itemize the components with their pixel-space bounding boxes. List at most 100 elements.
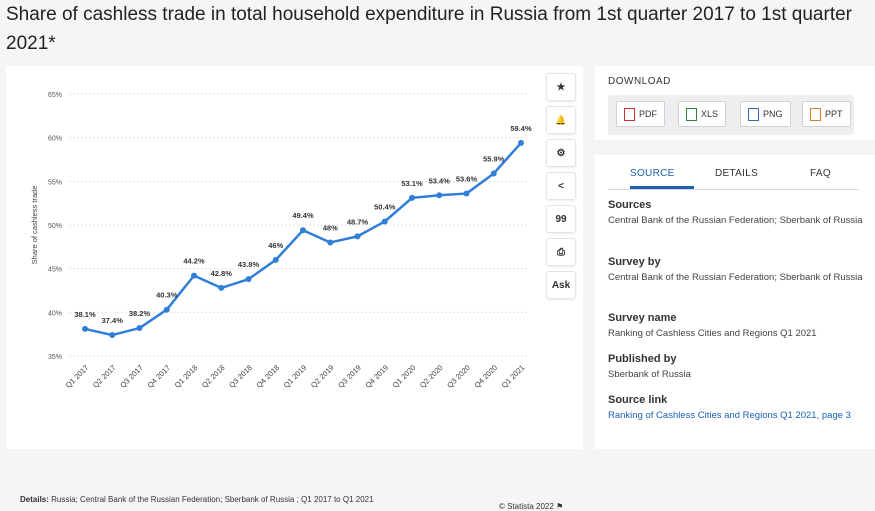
favorite-button[interactable]: ★ [546,73,576,101]
data-point [82,325,88,332]
data-point [490,170,497,177]
active-tab-indicator [630,186,694,189]
survey-name-value: Ranking of Cashless Cities and Regions Q… [608,328,817,339]
tab-faq[interactable]: FAQ [810,168,831,179]
x-tick-label: Q2 2020 [418,363,445,390]
y-tick-label: 40% [48,310,62,317]
x-tick-label: Q3 2018 [227,363,254,390]
data-label: 43.8% [238,260,260,269]
y-tick-label: 55% [48,179,62,186]
data-point [463,190,470,197]
download-png-button[interactable]: PNG [740,101,791,127]
x-tick-label: Q4 2017 [145,363,172,390]
download-ppt-button[interactable]: PPT [802,101,851,127]
x-tick-label: Q2 2017 [91,363,118,390]
tab-details[interactable]: DETAILS [715,168,759,179]
cite-button[interactable]: 99 [546,205,576,233]
data-label: 53.1% [401,179,423,188]
data-label: 44.2% [183,257,205,266]
sources-heading: Sources [608,199,652,211]
notification-button[interactable]: 🔔 [546,106,576,134]
download-panel: DOWNLOAD PDF XLS PNG PPT [595,66,875,140]
print-button[interactable]: ⎙ [546,238,576,266]
data-label: 38.2% [129,309,151,318]
star-icon: ★ [556,81,566,93]
xls-label: XLS [701,109,719,119]
y-tick-label: 50% [48,223,62,230]
pdf-label: PDF [639,109,657,119]
bell-icon: 🔔 [555,114,567,125]
x-tick-label: Q3 2020 [445,363,472,390]
x-tick-label: Q4 2020 [472,363,499,390]
details-label: Details: [20,495,49,504]
data-label: 38.1% [74,310,96,319]
data-point [409,194,415,201]
tab-source[interactable]: SOURCE [630,168,675,179]
meta-tabs: SOURCE DETAILS FAQ [608,155,859,190]
x-tick-label: Q1 2018 [173,363,200,390]
line-chart: 35% 40% 45% 50% 55% 60% 65% Share of cashless t… [30,92,532,390]
meta-panel: SOURCE DETAILS FAQ Sources Central Bank … [595,155,875,449]
data-point [136,325,143,332]
data-label: 55.9% [483,154,505,163]
png-label: PNG [763,109,783,119]
y-tick-label: 45% [48,267,62,274]
series-line [84,142,522,337]
chart-card: 35% 40% 45% 50% 55% 60% 65% Share of cashless t… [6,66,583,511]
data-point [436,192,443,199]
data-label: 53.4% [429,176,451,185]
quote-icon: 99 [555,213,567,225]
statista-credit[interactable]: © Statista 2022 ⚑ [499,502,563,511]
share-icon: < [558,180,564,192]
download-pdf-button[interactable]: PDF [616,101,665,127]
published-block: Published by Sberbank of Russia [608,353,863,382]
data-point [327,239,334,246]
ppt-label: PPT [825,109,843,119]
x-tick-label: Q3 2019 [336,363,363,390]
x-tick-label: Q1 2019 [282,363,309,390]
sources-block: Sources Central Bank of the Russian Fede… [608,199,863,228]
data-point [109,332,116,339]
x-tick-label: Q1 2020 [391,363,418,390]
data-label: 46% [268,241,283,250]
x-tick-label: Q1 2021 [500,363,527,390]
print-icon: ⎙ [557,246,565,258]
y-axis-label: Share of cashless trade [30,186,39,265]
credit-text: © Statista 2022 [499,502,554,511]
ask-button[interactable]: Ask [546,271,576,299]
data-label: 40.3% [156,291,178,300]
source-link-heading: Source link [608,394,668,406]
xls-file-icon [686,107,697,121]
flag-icon: ⚑ [556,502,564,511]
x-tick-label: Q2 2019 [309,363,336,390]
survey-name-heading: Survey name [608,312,677,324]
survey-name-block: Survey name Ranking of Cashless Cities a… [608,312,863,341]
data-point [381,218,388,225]
source-link[interactable]: Ranking of Cashless Cities and Regions Q… [608,410,851,421]
data-label: 48% [323,223,338,232]
data-point [518,139,524,146]
ppt-file-icon [810,107,821,121]
data-label: 42.8% [211,269,233,278]
data-point [300,227,306,234]
x-tick-label: Q4 2018 [254,363,281,390]
share-button[interactable]: < [546,172,576,200]
survey-by-heading: Survey by [608,256,661,268]
download-heading: DOWNLOAD [608,76,671,87]
y-tick-label: 65% [48,92,62,99]
x-tick-label: Q3 2017 [118,363,145,390]
download-xls-button[interactable]: XLS [678,101,727,127]
survey-by-value: Central Bank of the Russian Federation; … [608,272,863,283]
download-buttons: PDF XLS PNG PPT [608,95,854,135]
gear-icon: ⚙ [556,147,566,159]
data-point [245,276,252,283]
chart-details: Details: Russia; Central Bank of the Rus… [20,494,420,505]
x-tick-label: Q1 2017 [64,363,91,390]
data-point [218,284,225,291]
settings-button[interactable]: ⚙ [546,139,576,167]
data-label: 59.4% [510,124,532,133]
data-label: 49.4% [292,211,314,220]
y-tick-label: 35% [48,354,62,361]
data-point [354,233,361,240]
chart-toolbar: ★ 🔔 ⚙ < 99 ⎙ Ask [546,73,576,304]
